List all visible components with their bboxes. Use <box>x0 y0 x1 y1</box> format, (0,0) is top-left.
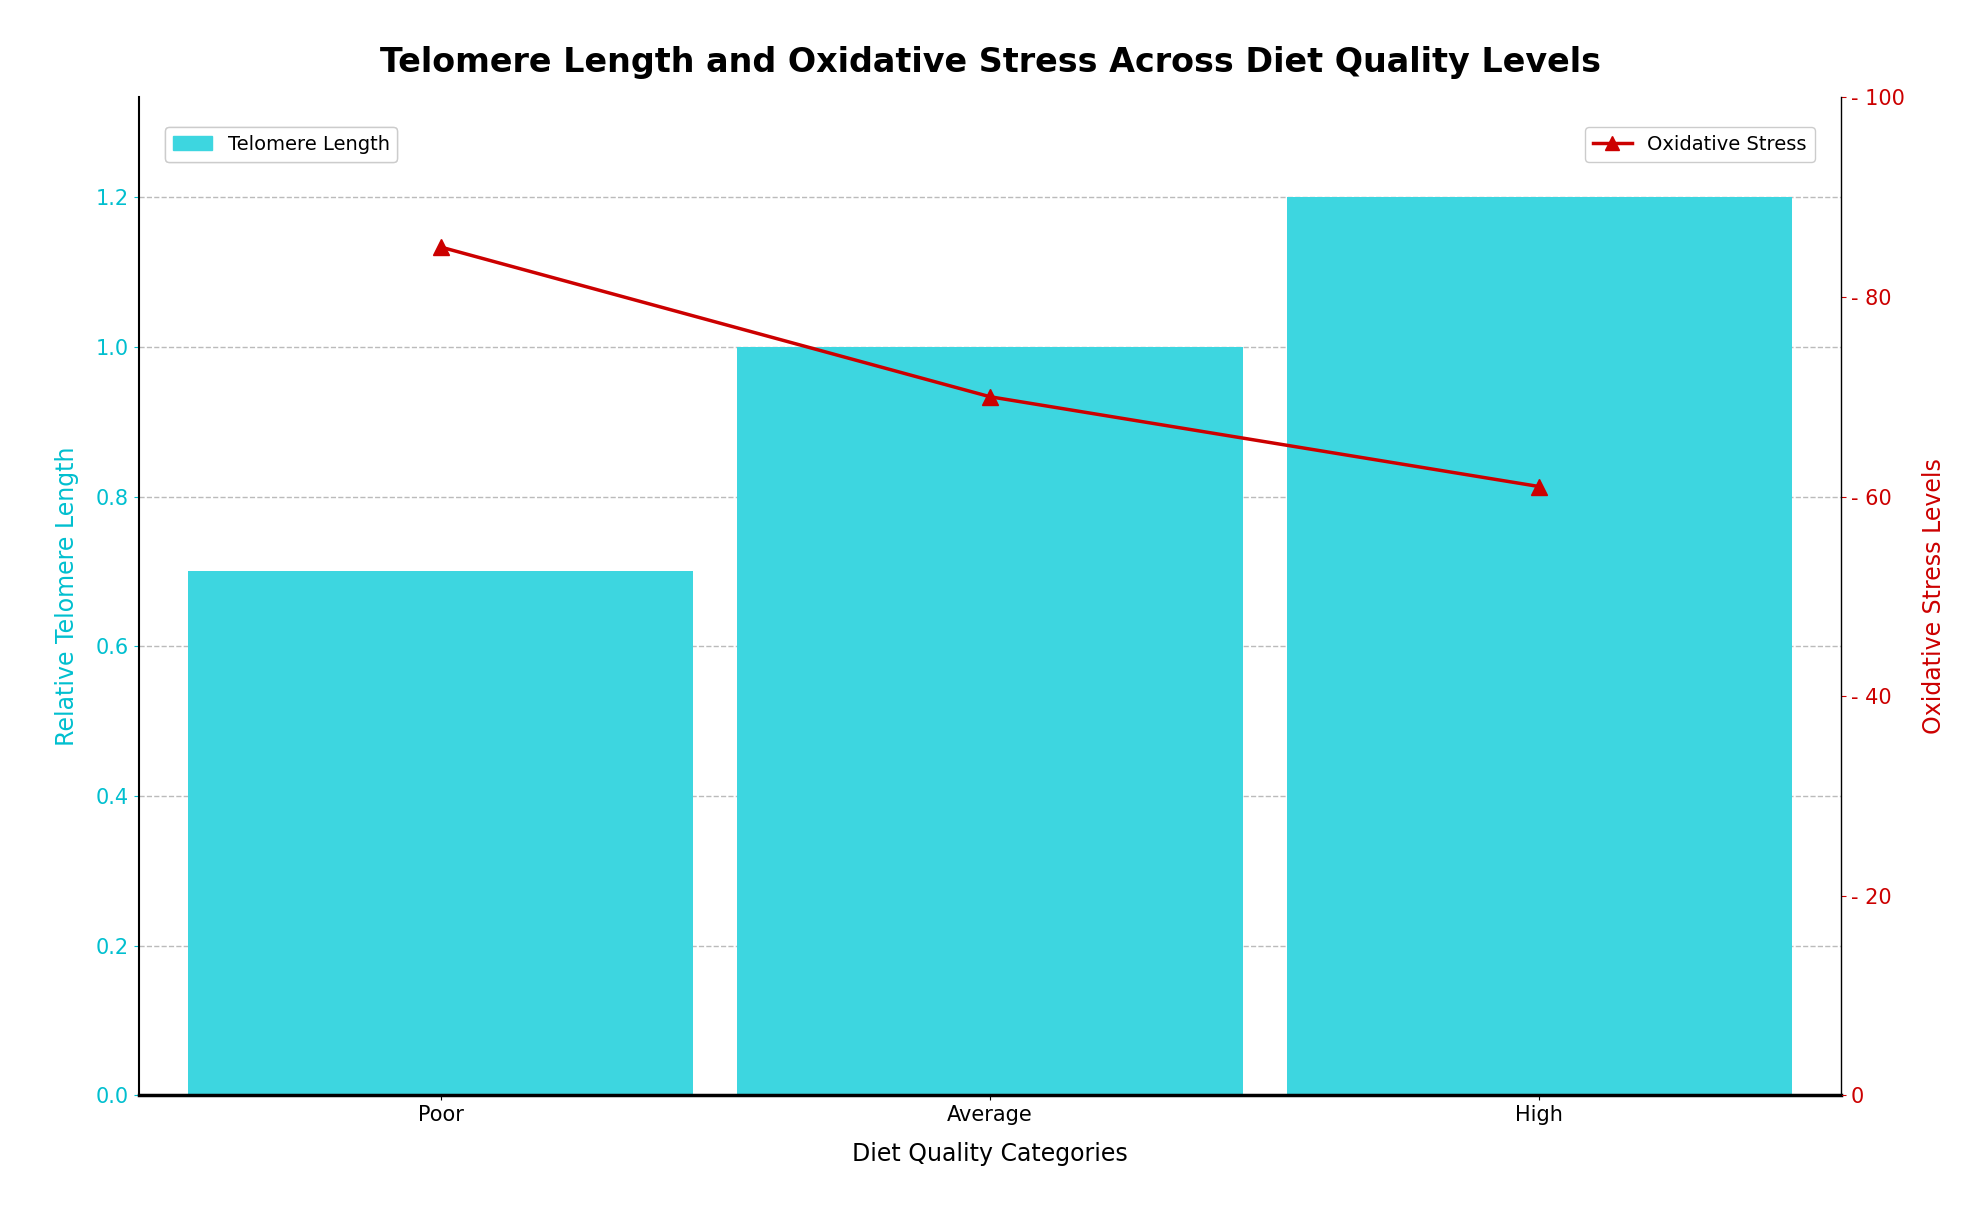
Bar <box>1287 197 1792 1095</box>
Bar <box>188 571 693 1095</box>
Legend: Oxidative Stress: Oxidative Stress <box>1586 127 1814 162</box>
Y-axis label: Oxidative Stress Levels: Oxidative Stress Levels <box>1923 459 1946 734</box>
Title: Telomere Length and Oxidative Stress Across Diet Quality Levels: Telomere Length and Oxidative Stress Acr… <box>380 46 1600 79</box>
Line: Oxidative Stress: Oxidative Stress <box>434 240 1546 494</box>
Oxidative Stress <box>1527 479 1550 494</box>
Bar <box>737 347 1243 1095</box>
X-axis label: Diet Quality Categories: Diet Quality Categories <box>851 1142 1129 1166</box>
Legend: Telomere Length: Telomere Length <box>166 127 398 162</box>
Oxidative Stress <box>978 389 1002 404</box>
Y-axis label: Relative Telomere Length: Relative Telomere Length <box>55 447 79 746</box>
Oxidative Stress <box>430 240 453 254</box>
